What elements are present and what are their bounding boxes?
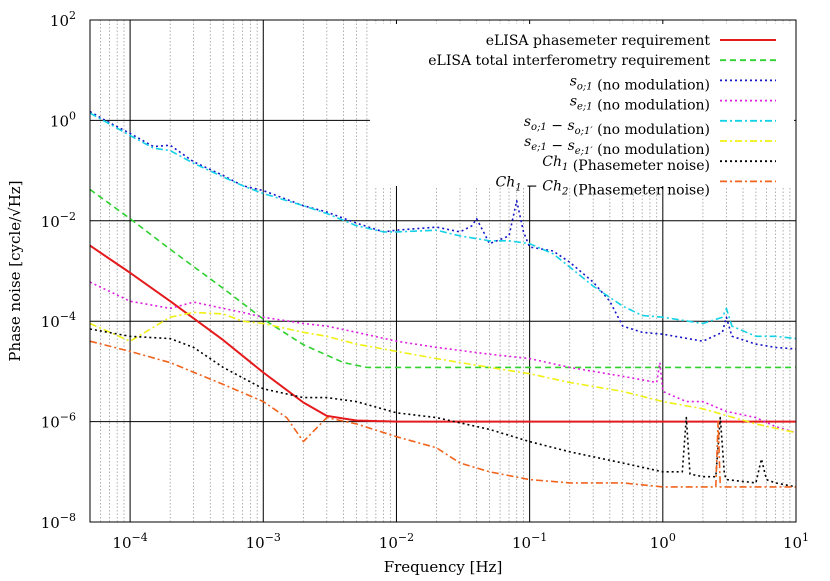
series-line-8 (89, 340, 796, 488)
legend-label-8: Ch1 − Ch2 (Phasemeter noise) (496, 174, 711, 198)
y-tick-label: 10−6 (41, 411, 76, 432)
series-line-1 (89, 244, 796, 423)
x-tick-label: 101 (783, 531, 809, 552)
x-tick-label: 10−3 (246, 531, 281, 552)
series-line-5 (89, 112, 797, 340)
y-tick-label: 102 (50, 9, 76, 30)
legend-label-3: so;1 (no modulation) (570, 73, 710, 93)
y-tick-label: 100 (50, 109, 76, 130)
legend-label-6: se;1 − se;1′ (no modulation) (524, 134, 710, 158)
series-layer (89, 110, 797, 488)
plot-frame (89, 19, 797, 523)
y-tick-label: 10−2 (41, 210, 76, 231)
legend-label-2: eLISA total interferometry requirement (428, 53, 710, 69)
y-tick-label: 10−4 (41, 310, 76, 331)
series-line-4 (89, 281, 797, 434)
series-line-6 (89, 311, 797, 434)
legend-label-5: so;1 − so;1′ (no modulation) (524, 114, 710, 138)
x-tick-label: 100 (650, 531, 676, 552)
series-line-7 (89, 328, 797, 488)
x-tick-label: 10−2 (379, 531, 414, 552)
legend-label-7: Ch1 (Phasemeter noise) (542, 154, 710, 174)
series-line-3 (89, 110, 797, 350)
legend-label-1: eLISA phasemeter requirement (486, 33, 711, 49)
x-axis-title: Frequency [Hz] (384, 558, 503, 576)
axis-ticks: 10−4 10−3 10−2 10−1 100 101 10−8 10−6 10−4 10−2 10… (41, 9, 809, 552)
x-tick-label: 10−1 (512, 531, 547, 552)
series-line-2 (89, 188, 796, 369)
x-tick-label: 10−4 (112, 531, 147, 552)
y-axis-title: Phase noise [cycle/√Hz] (6, 180, 24, 361)
legend-label-4: se;1 (no modulation) (570, 94, 710, 114)
legend-background (370, 24, 794, 186)
legend-box (370, 24, 794, 186)
y-tick-label: 10−8 (41, 511, 76, 532)
legend: eLISA phasemeter requirement eLISA total … (428, 33, 776, 198)
